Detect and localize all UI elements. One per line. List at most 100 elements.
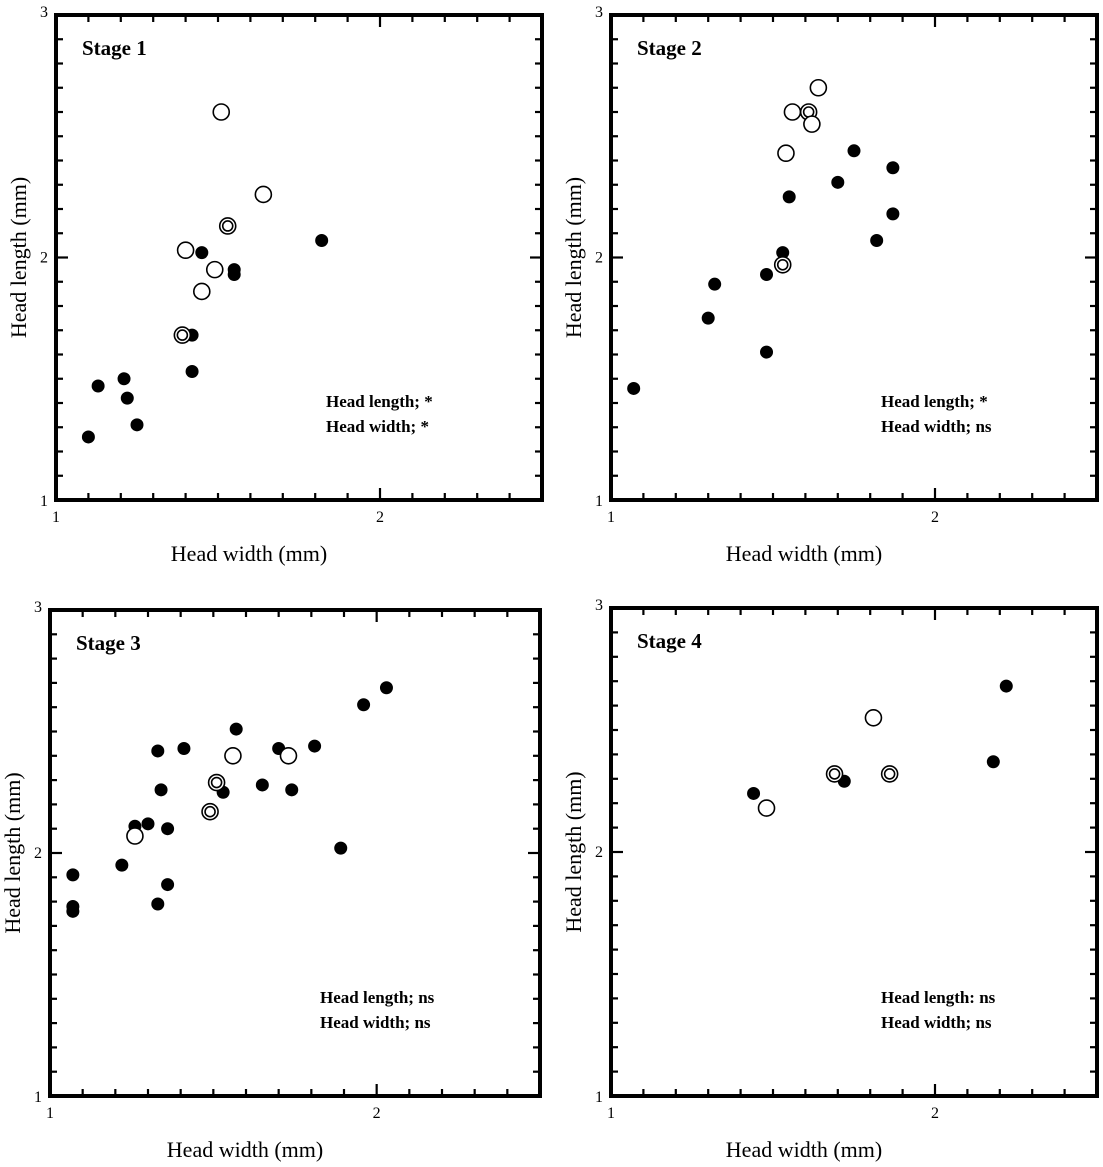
point-filled: [81, 430, 95, 444]
point-filled: [357, 698, 371, 712]
y-tick-label: 1: [40, 493, 48, 510]
point-filled: [760, 267, 774, 281]
y-axis-title: Head length (mm): [0, 772, 25, 933]
point-filled: [185, 364, 199, 378]
y-tick-label: 1: [595, 493, 603, 510]
point-open: [176, 241, 195, 260]
point-filled: [999, 679, 1013, 693]
tick-marks: [56, 15, 542, 500]
point-open: [224, 746, 242, 765]
point-filled: [847, 144, 861, 158]
significance-annotation: Head width; ns: [881, 1013, 992, 1032]
y-axis-title: Head length (mm): [561, 771, 586, 932]
panel-title: Stage 4: [637, 629, 702, 653]
point-filled: [117, 372, 131, 386]
y-tick-label: 2: [595, 844, 603, 861]
significance-annotation: Head length; ns: [320, 988, 435, 1007]
point-filled: [255, 778, 269, 792]
point-filled: [701, 311, 715, 325]
y-tick-label: 2: [34, 845, 42, 862]
point-double: [201, 802, 219, 821]
point-filled: [66, 904, 80, 918]
point-filled: [66, 868, 80, 882]
significance-annotation: Head width; ns: [881, 417, 992, 436]
point-open: [803, 115, 821, 133]
x-tick-label: 2: [931, 509, 939, 526]
panel-title: Stage 1: [82, 36, 147, 60]
tick-marks: [611, 15, 1097, 500]
point-open: [212, 103, 231, 121]
point-filled: [151, 744, 165, 758]
point-filled: [151, 897, 165, 911]
x-tick-label: 2: [373, 1105, 381, 1122]
data-points: [747, 679, 1013, 817]
point-open: [783, 103, 802, 121]
point-filled: [870, 234, 884, 248]
significance-annotation: Head width; *: [326, 417, 429, 436]
point-filled: [708, 277, 722, 291]
panel-stage-3: 1 2 1 2 3 Head width (mm) Head length (mm) Stag…: [0, 599, 542, 1162]
significance-annotation: Head length; *: [326, 392, 433, 411]
y-tick-label: 1: [34, 1089, 42, 1106]
point-double: [773, 255, 792, 274]
point-filled: [141, 817, 155, 831]
point-filled: [379, 681, 393, 695]
y-tick-label: 2: [595, 250, 603, 267]
point-open: [757, 799, 776, 817]
data-points: [627, 78, 900, 395]
plot-frame: [54, 13, 544, 502]
point-filled: [285, 783, 299, 797]
point-open: [193, 282, 211, 301]
y-tick-label: 3: [595, 4, 603, 21]
tick-marks: [50, 610, 540, 1096]
point-double: [825, 765, 844, 783]
point-filled: [315, 234, 329, 248]
tick-marks: [611, 608, 1097, 1096]
x-tick-label: 1: [607, 1105, 615, 1122]
point-open: [279, 746, 298, 765]
point-filled: [91, 379, 105, 393]
x-axis-title: Head width (mm): [171, 541, 327, 566]
point-filled: [115, 858, 129, 872]
point-filled: [986, 755, 1000, 769]
y-axis-title: Head length (mm): [561, 177, 586, 338]
plot-frame: [609, 13, 1099, 502]
panel-stage-2: 1 2 1 2 3 Head width (mm) Head length (mm) Stag…: [561, 4, 1099, 566]
y-tick-label: 3: [595, 597, 603, 614]
point-open: [205, 260, 224, 279]
significance-annotation: Head length: ns: [881, 988, 996, 1007]
point-filled: [831, 175, 845, 189]
point-filled: [308, 739, 322, 753]
point-double: [173, 326, 192, 344]
point-filled: [227, 267, 241, 281]
point-filled: [760, 345, 774, 359]
y-tick-label: 3: [34, 599, 42, 616]
x-tick-label: 1: [52, 509, 60, 526]
point-filled: [161, 822, 175, 836]
point-open: [254, 185, 273, 204]
x-tick-label: 1: [607, 509, 615, 526]
panel-title: Stage 3: [76, 631, 141, 655]
panel-stage-1: 1 2 1 2 3 Head width (mm) Head length (mm) Stag…: [6, 4, 544, 566]
x-tick-label: 2: [376, 509, 384, 526]
point-open: [864, 708, 883, 727]
point-filled: [195, 246, 209, 260]
y-tick-label: 2: [40, 250, 48, 267]
point-open: [809, 78, 828, 97]
point-open: [777, 144, 795, 163]
point-filled: [154, 783, 168, 797]
point-filled: [627, 381, 641, 395]
panel-title: Stage 2: [637, 36, 702, 60]
point-filled: [177, 742, 191, 756]
point-filled: [886, 161, 900, 175]
data-points: [66, 681, 393, 918]
plot-frame: [609, 606, 1099, 1098]
panel-stage-4: 1 2 1 2 3 Head width (mm) Head length (mm) Stag…: [561, 597, 1099, 1162]
y-tick-label: 1: [595, 1089, 603, 1106]
significance-annotation: Head length; *: [881, 392, 988, 411]
point-filled: [782, 190, 796, 204]
x-axis-title: Head width (mm): [167, 1137, 323, 1162]
point-double: [207, 773, 226, 792]
x-axis-title: Head width (mm): [726, 1137, 882, 1162]
